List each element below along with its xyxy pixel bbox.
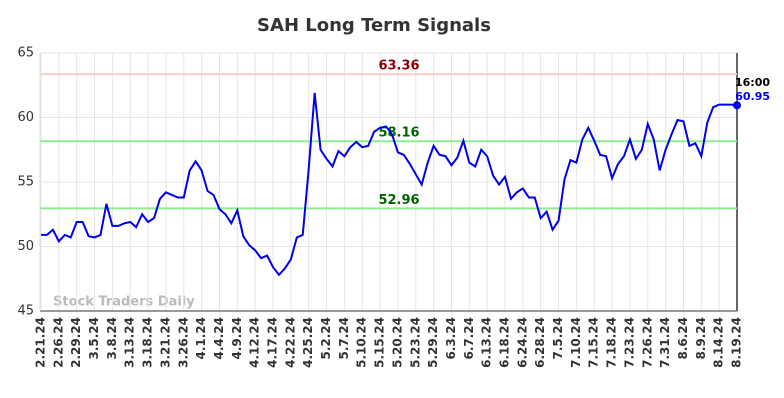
x-tick-label: 3.18.24 <box>141 317 155 368</box>
x-tick-label: 8.9.24 <box>694 317 708 360</box>
x-tick-label: 4.9.24 <box>230 317 244 360</box>
y-tick-label: 65 <box>17 46 34 61</box>
x-tick-label: 2.21.24 <box>34 317 48 368</box>
x-tick-label: 4.22.24 <box>283 317 297 368</box>
x-tick-label: 5.2.24 <box>319 317 333 360</box>
x-tick-label: 5.10.24 <box>355 317 369 368</box>
x-tick-label: 3.5.24 <box>87 317 101 360</box>
last-time: 16:00 <box>735 76 770 89</box>
x-tick-label: 5.15.24 <box>373 317 387 368</box>
last-value: 60.95 <box>735 90 770 103</box>
x-tick-label: 6.3.24 <box>444 317 458 360</box>
x-tick-label: 7.18.24 <box>605 317 619 368</box>
x-tick-label: 4.17.24 <box>266 317 280 368</box>
y-tick-label: 60 <box>17 110 34 125</box>
y-tick-label: 45 <box>17 304 34 319</box>
x-tick-label: 3.26.24 <box>176 317 190 368</box>
y-tick-label: 55 <box>17 175 34 190</box>
x-tick-label: 6.28.24 <box>533 317 547 368</box>
last-point <box>733 101 741 110</box>
x-tick-label: 7.10.24 <box>569 317 583 368</box>
x-tick-label: 4.4.24 <box>212 317 226 360</box>
x-tick-label: 4.25.24 <box>301 317 315 368</box>
x-tick-label: 7.23.24 <box>622 317 636 368</box>
x-tick-label: 8.6.24 <box>676 317 690 360</box>
x-tick-label: 3.13.24 <box>123 317 137 368</box>
level-label: 58.16 <box>378 126 419 141</box>
x-tick-label: 7.15.24 <box>587 317 601 368</box>
x-tick-label: 5.20.24 <box>390 317 404 368</box>
x-tick-label: 7.5.24 <box>551 317 565 360</box>
x-tick-label: 7.26.24 <box>640 317 654 368</box>
x-tick-label: 8.19.24 <box>730 317 744 368</box>
level-label: 63.36 <box>378 59 419 74</box>
x-tick-label: 3.8.24 <box>105 317 119 360</box>
x-tick-label: 3.21.24 <box>158 317 172 368</box>
chart-title: SAH Long Term Signals <box>257 15 491 36</box>
price-line <box>41 92 738 277</box>
x-tick-label: 6.24.24 <box>515 317 529 368</box>
x-tick-label: 8.14.24 <box>712 317 726 368</box>
watermark: Stock Traders Daily <box>53 295 195 310</box>
x-tick-label: 4.12.24 <box>248 317 262 368</box>
y-tick-label: 50 <box>17 239 34 254</box>
x-tick-label: 4.1.24 <box>194 317 208 360</box>
x-tick-label: 6.7.24 <box>462 317 476 360</box>
level-label: 52.96 <box>378 193 419 208</box>
x-tick-label: 5.23.24 <box>408 317 422 368</box>
x-tick-label: 2.29.24 <box>69 317 83 368</box>
x-tick-label: 5.7.24 <box>337 317 351 360</box>
x-tick-label: 6.13.24 <box>480 317 494 368</box>
x-tick-label: 6.18.24 <box>498 317 512 368</box>
x-tick-label: 5.29.24 <box>426 317 440 368</box>
x-tick-label: 2.26.24 <box>51 317 65 368</box>
x-tick-label: 7.31.24 <box>658 317 672 368</box>
